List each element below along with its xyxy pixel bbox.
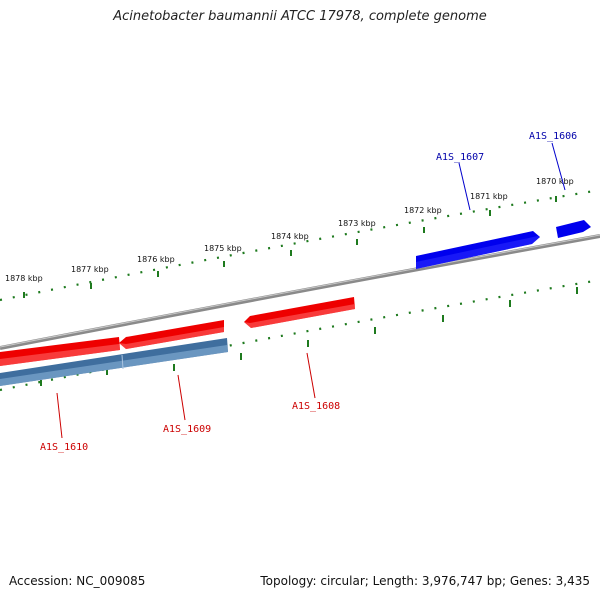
kbp-label-1875: 1875 kbp xyxy=(204,244,242,253)
genome-backbone-highlight xyxy=(0,234,600,348)
leader-A1S_1609 xyxy=(177,374,186,421)
gene-A1S_1606[interactable] xyxy=(556,220,591,238)
gene-A1S_1610[interactable] xyxy=(0,337,120,366)
kbp-label-1878: 1878 kbp xyxy=(5,274,43,283)
gene-A1S_1608[interactable] xyxy=(244,297,355,328)
gene-label-A1S_1607: A1S_1607 xyxy=(436,152,484,163)
gene-label-A1S_1606: A1S_1606 xyxy=(529,131,577,142)
leader-A1S_1607 xyxy=(458,162,471,211)
gene-label-A1S_1610: A1S_1610 xyxy=(40,442,88,453)
kbp-label-1874: 1874 kbp xyxy=(271,232,309,241)
cds-track xyxy=(0,338,228,386)
inner-tick-ring xyxy=(0,278,600,392)
accession-text: Accession: NC_009085 xyxy=(9,574,146,588)
outer-major-ticks xyxy=(23,196,557,298)
kbp-label-1871: 1871 kbp xyxy=(470,192,508,201)
kbp-label-1876: 1876 kbp xyxy=(137,255,175,264)
gene-label-A1S_1608: A1S_1608 xyxy=(292,401,340,412)
genome-backbone xyxy=(0,234,600,350)
kbp-label-1877: 1877 kbp xyxy=(71,265,109,274)
gene-A1S_1609[interactable] xyxy=(119,320,224,349)
gene-label-A1S_1609: A1S_1609 xyxy=(163,424,211,435)
leader-A1S_1606 xyxy=(551,142,566,191)
kbp-label-1872: 1872 kbp xyxy=(404,206,442,215)
map-title: Acinetobacter baumannii ATCC 17978, comp… xyxy=(113,9,487,24)
kbp-label-1873: 1873 kbp xyxy=(338,219,376,228)
leader-A1S_1610 xyxy=(56,392,63,439)
genome-summary-text: Topology: circular; Length: 3,976,747 bp… xyxy=(260,574,590,588)
kbp-label-1870: 1870 kbp xyxy=(536,177,574,186)
inner-major-ticks xyxy=(40,287,578,386)
gene-A1S_1607[interactable] xyxy=(416,231,540,269)
leader-A1S_1608 xyxy=(306,352,316,399)
